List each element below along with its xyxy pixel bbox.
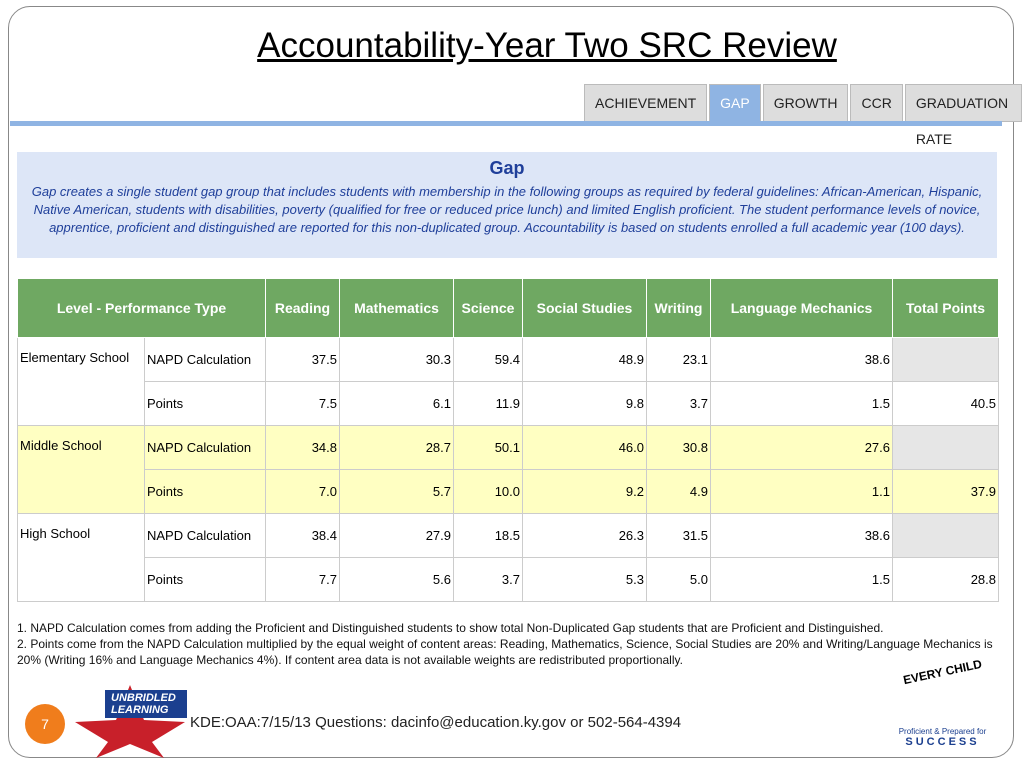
value-cell: 50.1 bbox=[453, 425, 523, 470]
column-header: Language Mechanics bbox=[710, 278, 893, 338]
column-header: Writing bbox=[646, 278, 711, 338]
value-cell: 23.1 bbox=[646, 337, 711, 382]
table-row: Points 7.0 5.7 10.0 9.2 4.9 1.1 37.9 bbox=[18, 469, 999, 514]
value-cell: 1.1 bbox=[710, 469, 893, 514]
value-cell: 10.0 bbox=[453, 469, 523, 514]
value-cell: 7.5 bbox=[265, 381, 340, 426]
value-cell: 9.2 bbox=[522, 469, 647, 514]
footnote: 1. NAPD Calculation comes from adding th… bbox=[17, 621, 884, 635]
tab[interactable]: GAP bbox=[709, 84, 761, 122]
value-cell: 38.4 bbox=[265, 513, 340, 558]
value-cell: 30.3 bbox=[339, 337, 454, 382]
table-row: High School NAPD Calculation 38.4 27.9 18.5 2… bbox=[17, 513, 999, 602]
value-cell: 38.6 bbox=[710, 337, 893, 382]
value-cell: 37.5 bbox=[265, 337, 340, 382]
table-row: Points 7.7 5.6 3.7 5.3 5.0 1.5 28.8 bbox=[18, 557, 999, 602]
total-cell: 37.9 bbox=[892, 469, 999, 514]
value-cell: 4.9 bbox=[646, 469, 711, 514]
value-cell: 5.0 bbox=[646, 557, 711, 602]
value-cell: 31.5 bbox=[646, 513, 711, 558]
total-cell-empty bbox=[892, 425, 999, 470]
value-cell: 1.5 bbox=[710, 381, 893, 426]
value-cell: 38.6 bbox=[710, 513, 893, 558]
footnotes: 1. NAPD Calculation comes from adding th… bbox=[17, 620, 1002, 668]
table-row: Elementary School NAPD Calculation 37.5 30.… bbox=[17, 337, 999, 426]
column-header: Reading bbox=[265, 278, 340, 338]
right-logo-mid: Proficient & Prepared for bbox=[898, 727, 987, 736]
value-cell: 9.8 bbox=[522, 381, 647, 426]
total-cell-empty bbox=[892, 513, 999, 558]
tab[interactable]: ACHIEVEMENT bbox=[584, 84, 708, 122]
gap-description: Gap creates a single student gap group t… bbox=[31, 184, 983, 235]
value-cell: 30.8 bbox=[646, 425, 711, 470]
star-logo bbox=[75, 685, 185, 758]
school-cell: Middle School bbox=[17, 425, 145, 514]
column-header: Level - Performance Type bbox=[17, 278, 266, 338]
left-logo-text: UNBRIDLED LEARNING bbox=[105, 690, 187, 718]
value-cell: 48.9 bbox=[522, 337, 647, 382]
column-header: Mathematics bbox=[339, 278, 454, 338]
value-cell: 1.5 bbox=[710, 557, 893, 602]
slide-frame bbox=[8, 6, 1014, 758]
total-cell: 40.5 bbox=[892, 381, 999, 426]
table-row: Middle School NAPD Calculation 34.8 28.7 50.… bbox=[17, 425, 999, 514]
type-cell: Points bbox=[144, 469, 266, 514]
value-cell: 7.7 bbox=[265, 557, 340, 602]
value-cell: 27.6 bbox=[710, 425, 893, 470]
tab[interactable]: CCR bbox=[850, 84, 903, 122]
value-cell: 5.7 bbox=[339, 469, 454, 514]
value-cell: 27.9 bbox=[339, 513, 454, 558]
page-number: 7 bbox=[25, 704, 65, 744]
gap-panel: Gap Gap creates a single student gap gro… bbox=[17, 152, 997, 258]
type-cell: NAPD Calculation bbox=[144, 337, 266, 382]
value-cell: 11.9 bbox=[453, 381, 523, 426]
tab[interactable]: GRADUATION RATE bbox=[904, 84, 1022, 147]
total-cell: 28.8 bbox=[892, 557, 999, 602]
value-cell: 59.4 bbox=[453, 337, 523, 382]
value-cell: 3.7 bbox=[646, 381, 711, 426]
value-cell: 3.7 bbox=[453, 557, 523, 602]
column-header: Science bbox=[453, 278, 523, 338]
total-cell-empty bbox=[892, 337, 999, 382]
type-cell: NAPD Calculation bbox=[144, 513, 266, 558]
gap-title: Gap bbox=[489, 158, 525, 178]
value-cell: 7.0 bbox=[265, 469, 340, 514]
tab-bar: ACHIEVEMENT GAP GROWTH CCR GRADUATION RATE bbox=[584, 84, 1024, 147]
value-cell: 34.8 bbox=[265, 425, 340, 470]
school-cell: Elementary School bbox=[17, 337, 145, 426]
tab[interactable]: GROWTH bbox=[762, 84, 849, 122]
value-cell: 6.1 bbox=[339, 381, 454, 426]
value-cell: 46.0 bbox=[522, 425, 647, 470]
type-cell: Points bbox=[144, 381, 266, 426]
footnote: 2. Points come from the NAPD Calculation… bbox=[17, 637, 993, 667]
footer-text: KDE:OAA:7/15/13 Questions: dacinfo@educa… bbox=[190, 714, 682, 731]
value-cell: 28.7 bbox=[339, 425, 454, 470]
school-cell: High School bbox=[17, 513, 145, 602]
column-header: Social Studies bbox=[522, 278, 647, 338]
tab-underline bbox=[10, 121, 1002, 126]
type-cell: NAPD Calculation bbox=[144, 425, 266, 470]
value-cell: 5.3 bbox=[522, 557, 647, 602]
value-cell: 26.3 bbox=[522, 513, 647, 558]
right-logo: EVERY CHILD Proficient & Prepared for SU… bbox=[895, 657, 990, 748]
right-logo-bottom: SUCCESS bbox=[905, 736, 980, 748]
gap-table: Level - Performance Type Reading Mathemati… bbox=[17, 278, 999, 602]
value-cell: 5.6 bbox=[339, 557, 454, 602]
type-cell: Points bbox=[144, 557, 266, 602]
slide-title: Accountability-Year Two SRC Review bbox=[257, 26, 837, 65]
value-cell: 18.5 bbox=[453, 513, 523, 558]
column-header: Total Points bbox=[892, 278, 999, 338]
table-row: Points 7.5 6.1 11.9 9.8 3.7 1.5 40.5 bbox=[18, 381, 999, 426]
